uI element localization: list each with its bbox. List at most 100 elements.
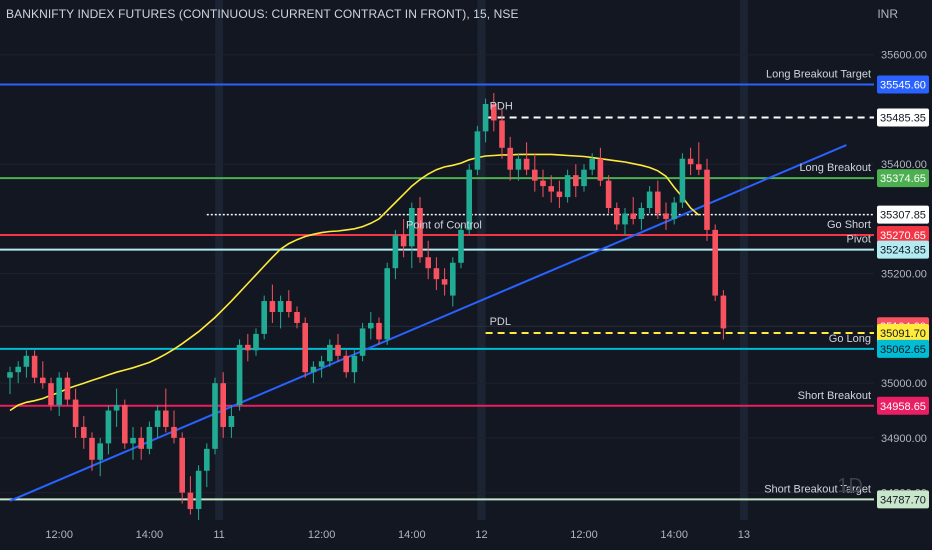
price-badge-label: 35545.60	[880, 80, 926, 92]
candle	[638, 202, 645, 230]
candle	[523, 142, 530, 176]
price-badge: 35545.60	[877, 75, 929, 94]
candle-body	[614, 208, 620, 225]
time-axis[interactable]: 12:00 14:00 11 12:00 14:00 12 12:00 14:00 13	[0, 520, 874, 550]
candle-body	[335, 344, 341, 356]
session-separator	[739, 0, 748, 520]
price-badge-bg	[877, 396, 929, 415]
candle	[7, 366, 13, 395]
candle	[343, 350, 349, 378]
candle-body	[597, 158, 604, 181]
candle	[425, 240, 431, 280]
candle	[400, 218, 407, 258]
candle	[359, 322, 366, 362]
candle	[228, 405, 235, 438]
session-separator	[477, 0, 486, 520]
candle-body	[253, 333, 259, 351]
level-label: Point of Control	[406, 220, 482, 232]
candle-body	[622, 213, 628, 225]
candle	[40, 361, 46, 389]
price-tick-label: 35600.00	[881, 50, 927, 62]
price-badge-bg	[877, 75, 929, 94]
candle-body	[351, 355, 358, 373]
candle-body	[679, 158, 686, 203]
candle	[122, 399, 128, 449]
price-badge-label: 35062.65	[880, 344, 926, 356]
level-lines	[0, 83, 874, 501]
price-badge-bg	[877, 205, 929, 224]
candle-body	[646, 191, 653, 208]
candle-body	[433, 268, 440, 280]
candle	[622, 208, 628, 236]
candle-body	[228, 416, 235, 427]
candle-body	[261, 301, 267, 334]
candle-body	[720, 295, 727, 329]
candle-body	[638, 208, 645, 219]
candle	[417, 197, 423, 263]
time-tick-label: 13	[738, 529, 750, 541]
level-label: PDL	[490, 316, 511, 328]
candle	[89, 432, 95, 471]
price-badge-bg	[877, 169, 929, 188]
candle	[589, 153, 595, 176]
candle-body	[138, 437, 144, 449]
price-badge-label: 34958.65	[880, 401, 926, 413]
candle	[318, 355, 325, 378]
candle	[351, 350, 358, 384]
candle-body	[327, 344, 333, 362]
price-badge-bg	[877, 226, 929, 245]
candle	[581, 164, 587, 192]
price-badge: 35485.35	[877, 108, 929, 127]
candle-body	[15, 366, 21, 373]
level-label: Long Breakout Target	[766, 69, 871, 81]
price-badge: 34958.65	[877, 396, 929, 415]
level-label: Pivot	[847, 234, 871, 246]
candle	[630, 197, 636, 225]
price-badge: 35307.85	[877, 205, 929, 224]
candle-body	[671, 202, 677, 219]
candle-body	[384, 268, 390, 340]
candle	[261, 295, 267, 340]
candle-body	[179, 437, 185, 493]
chart-grid	[0, 0, 874, 520]
price-badge-bg	[877, 108, 929, 127]
candle	[720, 290, 727, 340]
candle	[474, 125, 481, 176]
level-label: Short Breakout Target	[764, 483, 871, 495]
candle-body	[466, 169, 472, 230]
candle	[154, 405, 161, 438]
candle-body	[376, 322, 382, 340]
candle	[392, 229, 399, 280]
candle	[277, 295, 284, 329]
candle	[532, 153, 538, 192]
candle-body	[564, 175, 571, 198]
price-badge: 35270.65	[877, 226, 929, 245]
candle	[450, 257, 456, 307]
candle	[573, 164, 579, 198]
level-label: Long Breakout	[799, 162, 871, 174]
candle	[105, 405, 112, 455]
candle	[491, 93, 497, 132]
candle	[712, 224, 718, 302]
level-label: Go Short	[827, 219, 871, 231]
price-badge-bg	[877, 240, 929, 259]
candle-body	[195, 470, 202, 510]
candle-body	[515, 158, 522, 170]
candle	[556, 180, 563, 208]
price-tick-label: 35000.00	[881, 378, 927, 390]
price-badge-label: 35485.35	[880, 112, 926, 124]
candle-body	[105, 410, 112, 444]
price-axis[interactable]: 35600.00 35400.00 35200.00 35000.00 34900.00…	[874, 0, 932, 550]
candle	[204, 443, 210, 488]
price-badge-bg	[877, 323, 929, 342]
candle-body	[343, 355, 349, 373]
candle-body	[89, 437, 95, 460]
candle-body	[56, 377, 62, 406]
candle	[441, 268, 448, 296]
time-axis-bg	[0, 520, 874, 550]
candle	[564, 169, 571, 203]
interval-badge: 1D	[837, 475, 863, 497]
candle-body	[655, 191, 661, 214]
